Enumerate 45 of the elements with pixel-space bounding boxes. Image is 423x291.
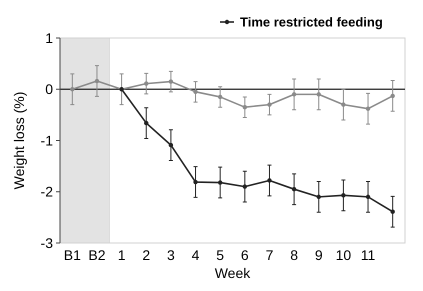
point <box>168 142 174 148</box>
point <box>267 102 272 107</box>
point <box>144 81 148 86</box>
y-tick-label: -3 <box>40 234 54 251</box>
y-tick-label: -2 <box>40 184 54 200</box>
point <box>168 79 174 84</box>
x-tick-label: 4 <box>192 247 200 263</box>
point <box>292 186 296 192</box>
point <box>94 78 100 84</box>
y-tick-label: 0 <box>45 81 54 98</box>
point <box>316 194 321 200</box>
point <box>292 92 296 97</box>
point <box>316 92 321 97</box>
point <box>242 184 248 189</box>
x-tick-label: 8 <box>290 247 298 263</box>
x-tick-label: 1 <box>118 247 126 263</box>
point <box>193 90 198 94</box>
point <box>390 210 395 214</box>
x-tick-label: 11 <box>360 247 376 263</box>
x-tick-label: B1 <box>64 247 82 263</box>
point <box>144 120 148 126</box>
x-tick-label: B2 <box>88 247 106 263</box>
x-tick-label: 2 <box>142 247 150 263</box>
point <box>366 194 370 200</box>
point <box>390 94 395 98</box>
x-tick-label: 6 <box>240 247 249 263</box>
point <box>341 102 346 107</box>
y-axis-title: Weight loss (%) <box>11 92 27 190</box>
point <box>366 106 370 111</box>
point <box>218 94 222 100</box>
point <box>193 180 198 184</box>
point <box>341 193 346 198</box>
x-axis-title: Week <box>214 265 252 281</box>
x-tick-label: 5 <box>216 247 224 263</box>
x-tick-label: 9 <box>314 247 323 263</box>
x-tick-label: 3 <box>166 247 175 263</box>
point <box>218 180 222 185</box>
point <box>267 178 272 183</box>
point <box>242 104 248 110</box>
y-tick-label: -1 <box>40 132 54 148</box>
point <box>70 87 75 92</box>
x-tick-label: 10 <box>336 247 352 263</box>
x-tick-label: 7 <box>266 247 274 263</box>
legend-label: Time restricted feeding <box>240 14 383 30</box>
y-tick-label: 1 <box>45 30 54 46</box>
